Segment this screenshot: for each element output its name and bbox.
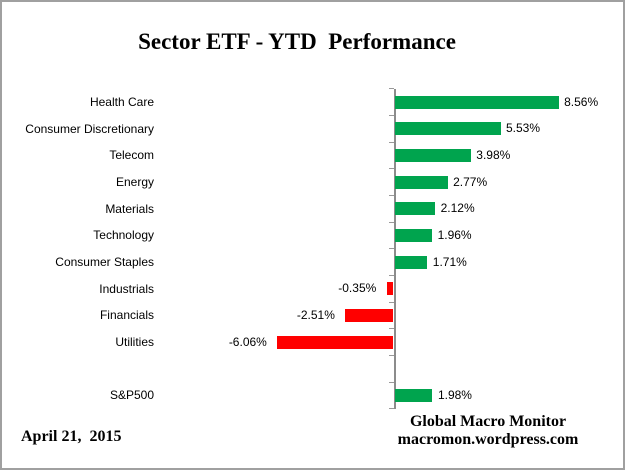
axis-tick bbox=[388, 221, 394, 223]
bar-consumer-staples bbox=[394, 255, 428, 269]
value-label-industrials: -0.35% bbox=[338, 281, 377, 296]
axis-tick bbox=[388, 328, 394, 330]
attribution-source: Global Macro Monitor bbox=[409, 413, 567, 430]
footer-attribution: Global Macro Monitor macromon.wordpress.… bbox=[398, 413, 579, 449]
category-label-technology: Technology bbox=[93, 228, 154, 243]
bar-industrials bbox=[386, 282, 394, 296]
bar-health-care bbox=[394, 95, 559, 109]
axis-tick bbox=[388, 301, 394, 303]
category-label-materials: Materials bbox=[105, 201, 154, 216]
category-label-energy: Energy bbox=[115, 175, 154, 190]
axis-tick bbox=[388, 168, 394, 170]
chart-title: Sector ETF - YTD Performance bbox=[138, 29, 456, 54]
value-label-financials: -2.51% bbox=[296, 307, 335, 322]
bar-energy bbox=[394, 175, 448, 189]
category-label-industrials: Industrials bbox=[99, 281, 154, 296]
value-label-health-care: 8.56% bbox=[564, 94, 599, 109]
axis-tick bbox=[388, 194, 394, 196]
category-label-s-p500: S&P500 bbox=[109, 388, 154, 403]
bar-technology bbox=[394, 228, 433, 242]
category-label-telecom: Telecom bbox=[109, 148, 154, 163]
axis-tick bbox=[388, 354, 394, 356]
axis-tick bbox=[388, 408, 394, 410]
category-label-financials: Financials bbox=[99, 308, 154, 323]
value-label-telecom: 3.98% bbox=[476, 147, 511, 162]
category-label-consumer-staples: Consumer Staples bbox=[55, 255, 154, 270]
value-label-energy: 2.77% bbox=[453, 174, 488, 189]
axis-line bbox=[393, 88, 396, 409]
value-label-materials: 2.12% bbox=[440, 201, 475, 216]
bar-financials bbox=[345, 308, 394, 322]
bar-consumer-discretionary bbox=[394, 122, 501, 136]
axis-tick bbox=[388, 141, 394, 143]
category-label-health-care: Health Care bbox=[89, 95, 154, 110]
bar-telecom bbox=[394, 148, 471, 162]
bar-s-p500 bbox=[394, 388, 433, 402]
value-label-technology: 1.96% bbox=[437, 227, 472, 242]
axis-tick bbox=[388, 248, 394, 250]
value-label-utilities: -6.06% bbox=[228, 334, 267, 349]
category-label-utilities: Utilities bbox=[115, 335, 154, 350]
attribution-url: macromon.wordpress.com bbox=[397, 431, 579, 448]
value-label-consumer-discretionary: 5.53% bbox=[506, 121, 541, 136]
bar-materials bbox=[394, 202, 436, 216]
axis-tick bbox=[388, 381, 394, 383]
axis-tick bbox=[388, 88, 394, 90]
axis-tick bbox=[388, 274, 394, 276]
axis-tick bbox=[388, 114, 394, 116]
bar-utilities bbox=[277, 335, 394, 349]
value-label-s-p500: 1.98% bbox=[437, 387, 472, 402]
value-label-consumer-staples: 1.71% bbox=[432, 254, 467, 269]
category-label-consumer-discretionary: Consumer Discretionary bbox=[25, 121, 154, 136]
footer-date: April 21, 2015 bbox=[21, 428, 122, 445]
